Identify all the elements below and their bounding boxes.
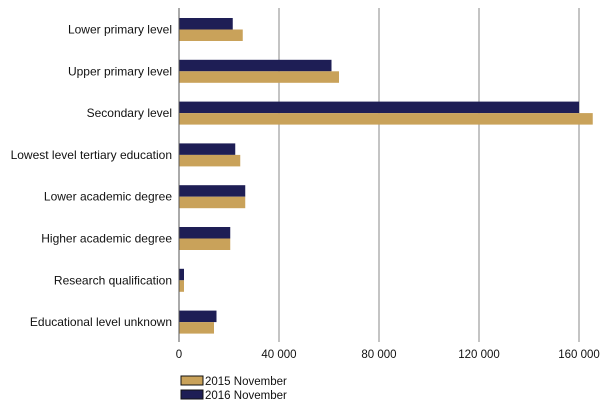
category-label: Educational level unknown bbox=[30, 315, 172, 329]
category-labels: Lower primary level Upper primary level Se… bbox=[11, 23, 173, 330]
category-label: Research qualification bbox=[54, 273, 172, 287]
legend: 2015 November 2016 November bbox=[180, 375, 287, 401]
x-tick-label: 0 bbox=[176, 349, 182, 361]
bar-higher-academic-degree-2016-november bbox=[179, 227, 231, 239]
bar-secondary-level-2015-november bbox=[179, 113, 593, 125]
legend-swatch-2016-november bbox=[180, 389, 204, 400]
category-label: Upper primary level bbox=[68, 64, 172, 78]
grid-lines bbox=[278, 8, 580, 342]
bar-lower-academic-degree-2016-november bbox=[179, 185, 246, 197]
legend-label: 2016 November bbox=[205, 390, 287, 401]
bar-higher-academic-degree-2015-november bbox=[179, 238, 231, 250]
category-label: Secondary level bbox=[87, 106, 172, 120]
bar-lowest-level-tertiary-education-2015-november bbox=[179, 154, 241, 167]
bar-research-qualification-2015-november bbox=[179, 280, 184, 292]
x-tick-label: 160 000 bbox=[558, 349, 600, 361]
bar-educational-level-unknown-2015-november bbox=[179, 322, 214, 334]
bar-educational-level-unknown-2016-november bbox=[179, 310, 217, 323]
bars bbox=[179, 18, 593, 334]
x-tick-label: 40 000 bbox=[261, 349, 296, 361]
legend-label: 2015 November bbox=[205, 376, 287, 388]
bar-lower-academic-degree-2015-november bbox=[179, 196, 246, 209]
x-tick-label: 120 000 bbox=[458, 349, 500, 361]
x-tick-label: 80 000 bbox=[361, 349, 396, 361]
bar-upper-primary-level-2015-november bbox=[179, 71, 339, 83]
bar-lower-primary-level-2016-november bbox=[179, 18, 233, 30]
bar-research-qualification-2016-november bbox=[179, 268, 184, 281]
bar-lower-primary-level-2015-november bbox=[179, 29, 243, 41]
legend-swatch-2015-november bbox=[180, 375, 204, 386]
bar-lowest-level-tertiary-education-2016-november bbox=[179, 143, 236, 155]
category-label: Lower academic degree bbox=[44, 190, 172, 204]
x-tick-labels: 0 40 000 80 000 120 000 160 000 bbox=[176, 349, 600, 361]
category-label: Higher academic degree bbox=[41, 232, 172, 246]
bar-upper-primary-level-2016-november bbox=[179, 59, 332, 72]
bar-secondary-level-2016-november bbox=[179, 101, 579, 114]
category-label: Lower primary level bbox=[68, 23, 172, 37]
category-label: Lowest level tertiary education bbox=[11, 148, 172, 162]
